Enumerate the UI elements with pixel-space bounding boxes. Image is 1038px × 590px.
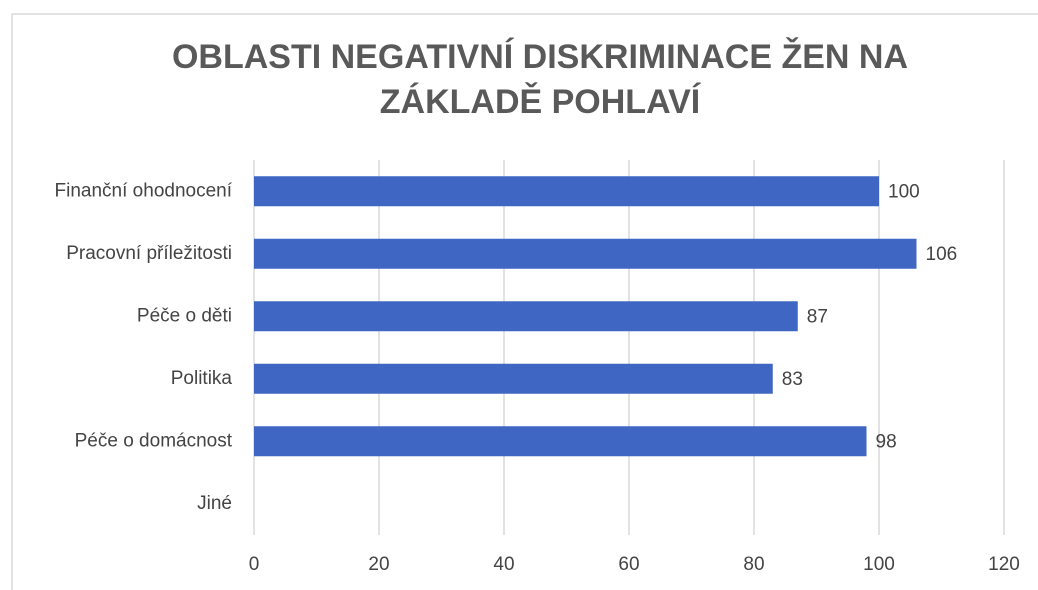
data-label: 98: [876, 431, 897, 452]
y-tick-label: Jiné: [197, 493, 232, 514]
x-tick-label: 100: [863, 554, 895, 575]
data-label: 87: [807, 306, 828, 327]
y-tick-label: Péče o domácnost: [75, 430, 233, 451]
y-tick-label: Politika: [171, 368, 233, 389]
x-tick-label: 20: [368, 554, 389, 575]
x-tick-label: 60: [618, 554, 639, 575]
data-label: 83: [782, 369, 803, 390]
bar: [254, 238, 917, 269]
chart-title: ZÁKLADĚ POHLAVÍ: [380, 83, 702, 121]
bar: [254, 176, 879, 207]
y-tick-label: Pracovní příležitosti: [66, 243, 232, 264]
x-tick-label: 0: [249, 554, 260, 575]
y-tick-label: Péče o děti: [137, 305, 232, 326]
data-label: 100: [888, 181, 920, 202]
bar: [254, 301, 798, 332]
bar: [254, 363, 773, 394]
data-label: 106: [926, 244, 958, 265]
x-tick-label: 80: [743, 554, 764, 575]
x-tick-label: 40: [493, 554, 514, 575]
x-tick-label: 120: [988, 554, 1020, 575]
y-tick-label: Finanční ohodnocení: [55, 180, 233, 201]
bar: [254, 426, 867, 457]
chart-frame: [11, 13, 1038, 590]
chart-title: OBLASTI NEGATIVNÍ DISKRIMINACE ŽEN NA: [172, 38, 908, 76]
